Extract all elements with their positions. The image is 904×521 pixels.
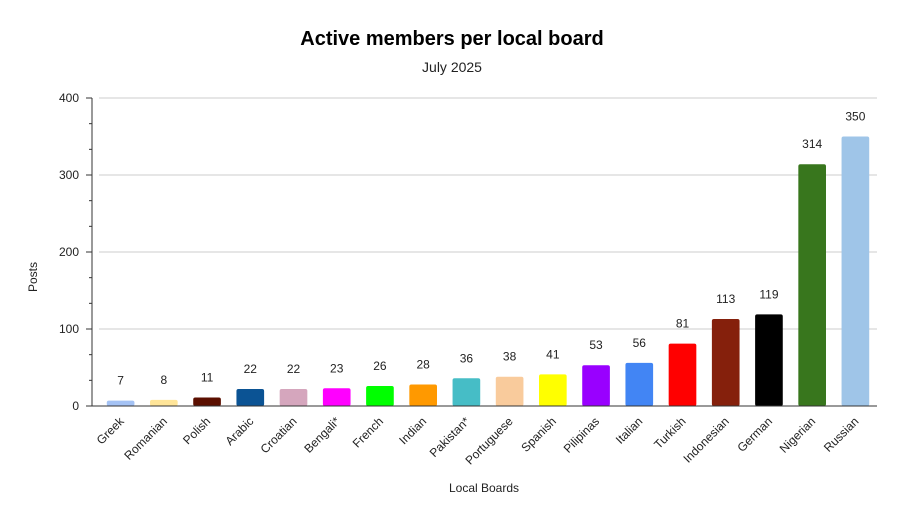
x-tick-label: Turkish [651, 414, 688, 451]
x-tick-label: Romanian [121, 414, 170, 463]
bar [841, 136, 870, 406]
bar [366, 385, 394, 406]
data-label: 11 [201, 371, 214, 385]
y-axis-title: Posts [26, 262, 40, 292]
bar [668, 343, 697, 406]
bar [279, 389, 308, 406]
x-tick-label: Croatian [258, 414, 300, 456]
data-label: 22 [287, 362, 301, 376]
x-tick-label: Spanish [518, 414, 559, 455]
y-tick-label: 300 [59, 168, 79, 182]
bar [106, 400, 135, 406]
bar [322, 388, 351, 406]
bars [106, 136, 870, 406]
data-label: 113 [716, 292, 735, 306]
x-axis-title: Local Boards [449, 481, 519, 495]
data-label: 350 [845, 110, 865, 124]
x-tick-label: Italian [613, 414, 646, 447]
bar [798, 164, 826, 406]
x-tick-label: Pilipinas [561, 414, 603, 456]
data-label: 53 [589, 338, 603, 352]
axes [86, 97, 877, 407]
bar [495, 376, 524, 406]
data-label: 26 [373, 359, 387, 373]
x-tick-label: German [735, 414, 776, 455]
y-tick-label: 100 [59, 322, 79, 336]
chart-title: Active members per local board [300, 28, 603, 50]
data-label: 28 [416, 357, 430, 371]
chart-subtitle: July 2025 [422, 59, 482, 75]
x-tick-label: Greek [94, 414, 128, 448]
y-tick-label: 0 [72, 399, 79, 413]
data-label: 314 [802, 137, 822, 151]
gridlines [99, 97, 877, 330]
data-label: 119 [759, 287, 778, 301]
y-tick-label: 200 [59, 245, 79, 259]
x-tick-label: Arabic [222, 414, 256, 448]
data-label: 56 [633, 336, 647, 350]
x-tick-label: Indonesian [680, 414, 731, 465]
bar [582, 365, 610, 406]
data-label: 81 [676, 317, 690, 331]
x-tick-label: French [350, 414, 386, 450]
bar [409, 384, 437, 406]
bar [539, 374, 567, 406]
data-label: 38 [503, 350, 517, 364]
data-label: 36 [460, 351, 474, 365]
bar [625, 362, 654, 406]
data-label: 8 [160, 373, 167, 387]
bar [193, 397, 221, 406]
x-tick-label: Polish [180, 414, 213, 447]
y-tick-label: 400 [59, 91, 79, 105]
labels: 0 100 200 300 400 7 Greek 8 Romanian 11 Polish 22 Ar… [59, 91, 866, 468]
x-tick-label: Portuguese [462, 414, 516, 468]
bar [755, 314, 783, 406]
data-label: 41 [546, 347, 560, 361]
bar [711, 318, 740, 406]
bar [236, 389, 265, 406]
bar [452, 378, 481, 406]
bar [150, 399, 178, 406]
data-label: 23 [330, 361, 344, 375]
x-tick-label: Russian [821, 414, 862, 455]
x-tick-label: Bengali* [301, 414, 343, 456]
data-label: 7 [117, 374, 124, 388]
data-label: 22 [244, 362, 258, 376]
x-tick-label: Indian [396, 414, 429, 447]
x-tick-label: Nigerian [777, 414, 819, 456]
